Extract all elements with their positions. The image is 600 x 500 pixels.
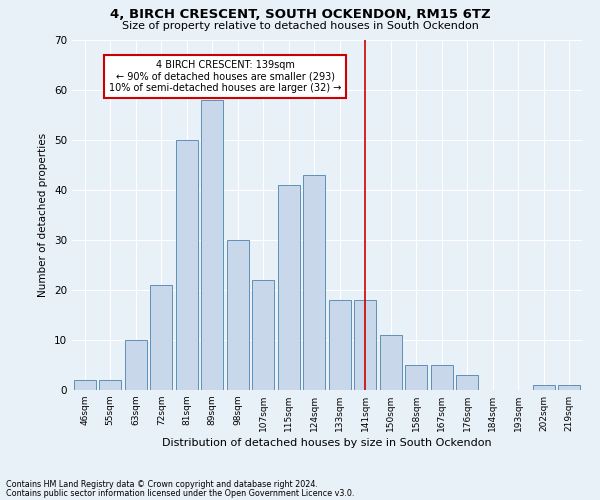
Bar — [253, 280, 274, 390]
Y-axis label: Number of detached properties: Number of detached properties — [38, 133, 49, 297]
Bar — [329, 300, 350, 390]
Bar — [431, 365, 452, 390]
Text: Size of property relative to detached houses in South Ockendon: Size of property relative to detached ho… — [122, 21, 478, 31]
Text: Contains HM Land Registry data © Crown copyright and database right 2024.: Contains HM Land Registry data © Crown c… — [6, 480, 318, 489]
Bar — [457, 375, 478, 390]
Bar — [559, 385, 580, 390]
Bar — [533, 385, 554, 390]
Bar — [227, 240, 248, 390]
Bar — [278, 185, 299, 390]
Bar — [74, 380, 95, 390]
Bar — [202, 100, 223, 390]
Text: 4, BIRCH CRESCENT, SOUTH OCKENDON, RM15 6TZ: 4, BIRCH CRESCENT, SOUTH OCKENDON, RM15 … — [110, 8, 490, 20]
Text: Contains public sector information licensed under the Open Government Licence v3: Contains public sector information licen… — [6, 488, 355, 498]
Bar — [125, 340, 146, 390]
X-axis label: Distribution of detached houses by size in South Ockendon: Distribution of detached houses by size … — [162, 438, 492, 448]
Bar — [380, 335, 401, 390]
Bar — [406, 365, 427, 390]
Bar — [355, 300, 376, 390]
Bar — [151, 285, 172, 390]
Bar — [304, 175, 325, 390]
Text: 4 BIRCH CRESCENT: 139sqm
← 90% of detached houses are smaller (293)
10% of semi-: 4 BIRCH CRESCENT: 139sqm ← 90% of detach… — [109, 60, 341, 93]
Bar — [176, 140, 197, 390]
Bar — [100, 380, 121, 390]
